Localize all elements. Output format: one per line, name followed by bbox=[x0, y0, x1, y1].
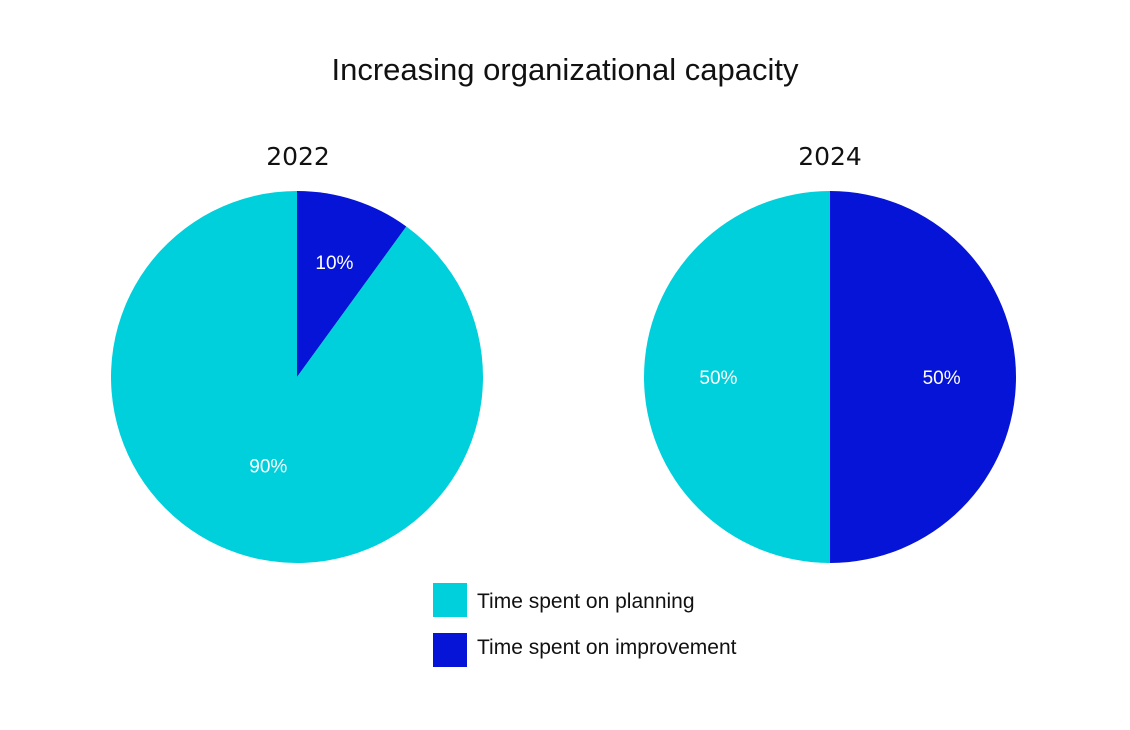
pie-2024: 2024 50% 50% bbox=[644, 142, 1016, 563]
legend-swatch-planning bbox=[433, 583, 467, 617]
legend: Time spent on planning Time spent on imp… bbox=[433, 583, 737, 667]
pie-2024-year-label: 2024 bbox=[798, 142, 862, 171]
pie-2022-year-label: 2022 bbox=[266, 142, 330, 171]
chart-title: Increasing organizational capacity bbox=[332, 52, 799, 87]
pie-2024-label-planning: 50% bbox=[699, 368, 737, 389]
legend-label-improvement: Time spent on improvement bbox=[477, 636, 737, 659]
pie-2022-slice-planning bbox=[111, 191, 484, 563]
legend-swatch-improvement bbox=[433, 633, 467, 667]
pie-2024-label-improvement: 50% bbox=[923, 368, 961, 389]
pie-2024-slice-planning bbox=[644, 191, 830, 563]
pie-2024-slice-improvement bbox=[830, 191, 1016, 563]
pie-2022-label-planning: 90% bbox=[249, 456, 287, 477]
pie-2022-label-improvement: 10% bbox=[315, 253, 353, 274]
pie-2022: 2022 10% 90% bbox=[111, 142, 484, 563]
pie-2022-slice-improvement bbox=[297, 191, 407, 377]
legend-label-planning: Time spent on planning bbox=[477, 590, 695, 613]
